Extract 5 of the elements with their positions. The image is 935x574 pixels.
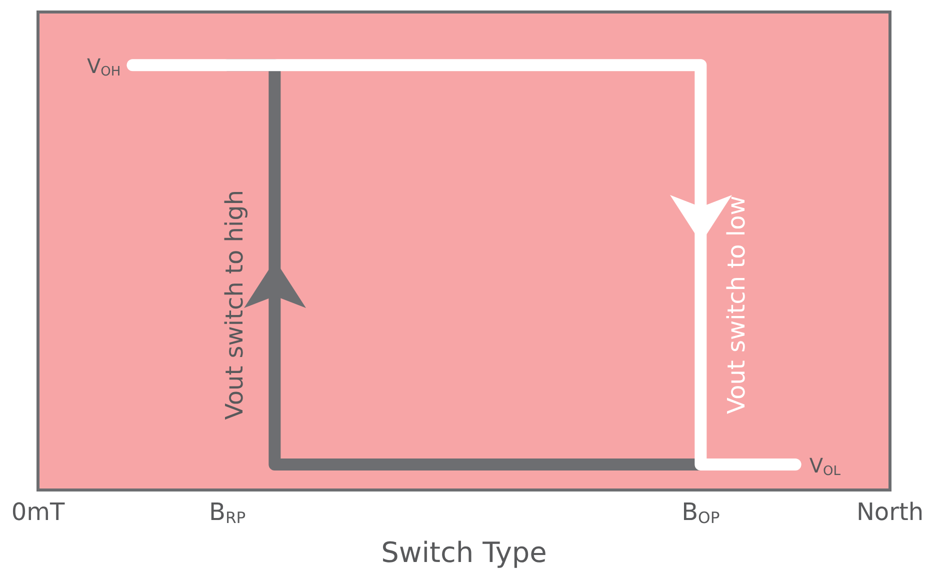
text: Vout switch to low	[722, 196, 751, 414]
x-axis-title: Switch Type	[381, 536, 547, 569]
x-tick-label: North	[856, 498, 924, 526]
text: Vout switch to high	[220, 190, 249, 420]
x-tick-label: 0mT	[11, 498, 65, 526]
